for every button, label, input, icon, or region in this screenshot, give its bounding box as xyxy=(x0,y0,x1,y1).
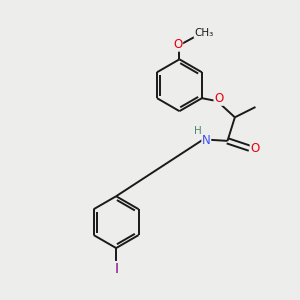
Text: N: N xyxy=(202,134,211,147)
Text: H: H xyxy=(194,126,202,136)
Text: O: O xyxy=(173,38,183,51)
Text: I: I xyxy=(114,262,118,276)
Text: O: O xyxy=(250,142,260,155)
Text: CH₃: CH₃ xyxy=(194,28,214,38)
Text: O: O xyxy=(214,92,223,105)
